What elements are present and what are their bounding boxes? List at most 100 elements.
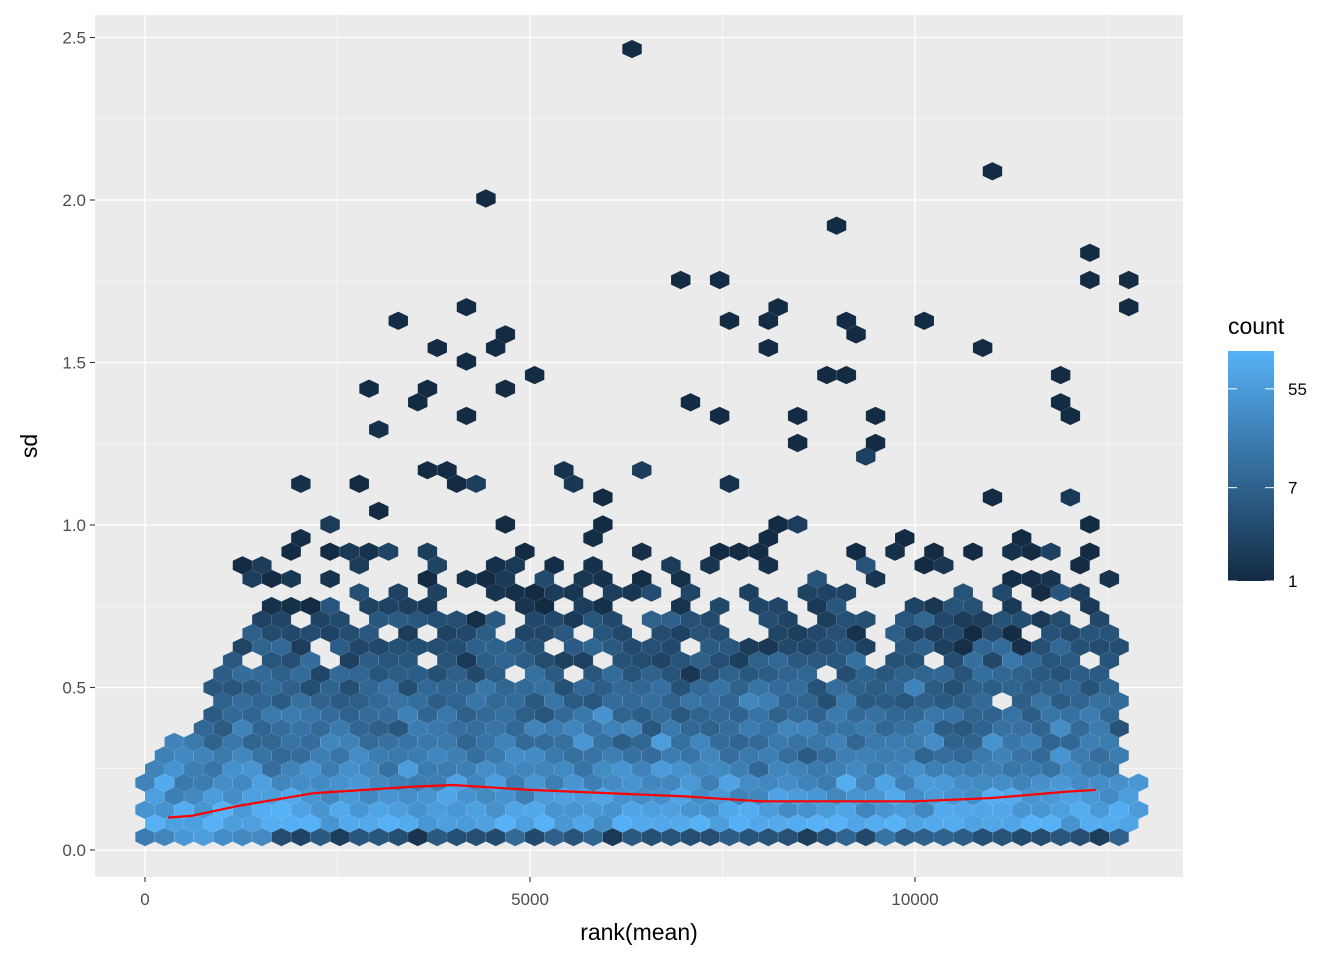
hex-bin	[1128, 773, 1149, 793]
hex-bin	[456, 297, 477, 317]
hex-bin	[359, 379, 380, 399]
hex-bin	[1011, 528, 1032, 548]
hex-bin	[1040, 569, 1061, 589]
hex-bin	[982, 487, 1003, 507]
y-tick-label: 2.5	[62, 29, 86, 48]
hex-bin	[972, 338, 993, 358]
hex-bin	[826, 216, 847, 236]
y-tick-label: 2.0	[62, 191, 86, 210]
hex-bin	[787, 406, 808, 426]
hex-bin	[836, 583, 857, 602]
hex-bin	[1060, 406, 1081, 426]
hex-bin	[485, 610, 506, 630]
hex-bin	[680, 392, 701, 412]
hex-bin	[495, 379, 516, 399]
hex-bin	[514, 542, 535, 562]
hex-bin	[631, 569, 652, 589]
trend-line	[168, 783, 1096, 819]
hex-bin	[962, 542, 983, 562]
hex-bin	[475, 189, 496, 208]
hex-bin	[388, 583, 409, 602]
legend-colorbar	[1228, 351, 1274, 581]
hex-bin	[427, 338, 448, 358]
hex-bin	[290, 528, 311, 548]
hex-bin	[622, 39, 643, 59]
hex-bin	[660, 555, 681, 575]
hex-bin	[758, 338, 779, 358]
hex-bin	[320, 515, 341, 534]
hex-bin	[719, 311, 740, 331]
hex-bin	[378, 542, 399, 562]
y-tick-label: 0.5	[62, 679, 86, 698]
hex-bin	[524, 365, 545, 385]
hex-bin	[456, 406, 477, 426]
hex-bin	[709, 406, 730, 426]
hex-bin	[709, 596, 730, 616]
hex-bin	[456, 352, 477, 371]
hex-bin	[1070, 583, 1091, 602]
hex-bin	[1050, 365, 1071, 385]
hex-bin	[1060, 487, 1081, 507]
hex-bin	[290, 474, 311, 494]
legend-label: 7	[1288, 479, 1297, 498]
hex-bin	[583, 555, 604, 575]
hex-bin	[865, 433, 886, 453]
hex-bin	[553, 460, 574, 480]
hex-bin	[320, 596, 341, 616]
hex-bin	[631, 542, 652, 562]
hex-bin	[466, 474, 487, 494]
hex-bin	[320, 569, 341, 589]
hex-bin	[807, 569, 828, 589]
x-tick-label: 0	[140, 890, 149, 909]
hex-bin	[436, 460, 457, 480]
hex-bin	[846, 324, 867, 344]
hex-bin	[349, 474, 370, 494]
hex-bin	[855, 610, 876, 630]
hex-bin	[485, 338, 506, 358]
x-axis-title: rank(mean)	[580, 919, 698, 945]
hex-bin	[1079, 243, 1100, 263]
hex-bin	[923, 542, 944, 562]
hex-bin	[1079, 270, 1100, 290]
hex-bin	[1118, 270, 1139, 290]
legend: count 1 7 55	[1228, 313, 1307, 591]
hex-bin	[787, 433, 808, 453]
hex-bin	[368, 501, 389, 521]
hex-bin	[1050, 610, 1071, 630]
hex-bin	[251, 555, 272, 575]
hex-bin	[865, 406, 886, 426]
hex-bin	[787, 515, 808, 534]
hex-bin	[631, 460, 652, 480]
x-axis: 0 5000 10000	[140, 877, 939, 909]
legend-title: count	[1228, 313, 1285, 339]
hex-bin	[368, 420, 389, 439]
hex-bin	[846, 542, 867, 562]
hex-bin	[281, 569, 302, 589]
y-tick-label: 1.5	[62, 354, 86, 373]
hex-bin	[670, 270, 691, 290]
y-axis-title: sd	[16, 434, 42, 458]
x-tick-label: 10000	[891, 890, 938, 909]
hex-bin	[709, 270, 730, 290]
legend-label: 1	[1288, 572, 1297, 591]
hex-bin	[349, 583, 370, 602]
hex-bin	[758, 311, 779, 331]
hex-bin	[592, 487, 613, 507]
hex-bin	[768, 596, 789, 616]
x-tick-label: 5000	[511, 890, 549, 909]
hex-bin	[982, 161, 1003, 181]
hex-bin	[1099, 569, 1120, 589]
hex-bin	[388, 311, 409, 331]
hex-bin	[914, 311, 935, 331]
hex-bin	[1079, 515, 1100, 534]
hex-bin	[407, 392, 428, 412]
y-tick-label: 0.0	[62, 841, 86, 860]
hex-bin	[894, 528, 915, 548]
hex-bin	[953, 583, 974, 602]
hex-bin	[836, 365, 857, 385]
hex-bin	[719, 474, 740, 494]
hex-bin	[1040, 542, 1061, 562]
hex-bin	[417, 542, 438, 562]
y-tick-label: 1.0	[62, 516, 86, 535]
